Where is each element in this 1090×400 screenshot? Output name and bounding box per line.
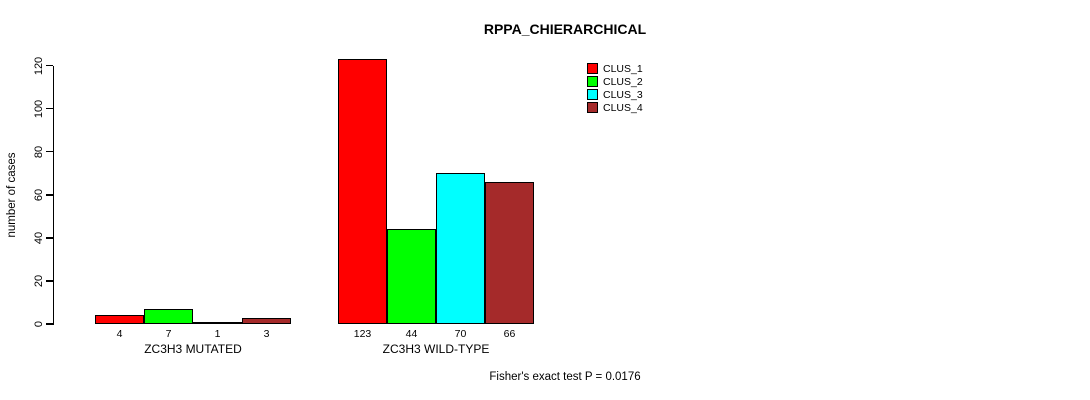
y-tick-label: 60 bbox=[33, 188, 45, 201]
y-tick bbox=[45, 323, 53, 325]
legend-swatch-icon bbox=[587, 76, 598, 87]
chart-title: RPPA_CHIERARCHICAL bbox=[483, 21, 647, 37]
y-axis-label: number of cases bbox=[6, 152, 18, 238]
bar-value-label: 1 bbox=[214, 328, 221, 340]
bar-value-label: 4 bbox=[116, 328, 123, 340]
y-tick bbox=[45, 107, 53, 110]
legend-item-clus_1: CLUS_1 bbox=[587, 62, 643, 75]
bar-clus_4[interactable] bbox=[242, 317, 291, 324]
legend-label: CLUS_2 bbox=[603, 75, 643, 88]
y-tick bbox=[45, 64, 53, 67]
y-tick bbox=[45, 150, 53, 153]
bar-value-label: 123 bbox=[353, 328, 372, 340]
legend-swatch-icon bbox=[587, 63, 598, 74]
y-tick-label: 0 bbox=[33, 320, 45, 328]
legend-label: CLUS_4 bbox=[603, 101, 643, 114]
legend-item-clus_4: CLUS_4 bbox=[587, 101, 643, 114]
bar-value-label: 44 bbox=[405, 328, 418, 340]
legend-label: CLUS_3 bbox=[603, 88, 643, 101]
bar-clus_4[interactable] bbox=[485, 181, 534, 324]
category-label: ZC3H3 MUTATED bbox=[144, 342, 242, 356]
bar-clus_1[interactable] bbox=[338, 59, 387, 324]
legend-item-clus_3: CLUS_3 bbox=[587, 88, 643, 101]
bar-clus_2[interactable] bbox=[387, 229, 436, 324]
bar-value-label: 66 bbox=[503, 328, 516, 340]
y-tick bbox=[45, 280, 53, 282]
bar-value-label: 70 bbox=[454, 328, 467, 340]
y-tick-label: 20 bbox=[33, 274, 45, 288]
legend-label: CLUS_1 bbox=[603, 62, 643, 75]
legend: CLUS_1 CLUS_2 CLUS_3 CLUS_4 bbox=[587, 62, 643, 114]
y-tick-label: 120 bbox=[33, 56, 45, 75]
bar-clus_1[interactable] bbox=[95, 315, 144, 324]
legend-item-clus_2: CLUS_2 bbox=[587, 75, 643, 88]
y-tick-label: 100 bbox=[33, 99, 45, 118]
category-label: ZC3H3 WILD-TYPE bbox=[382, 342, 490, 356]
annotation-text: Fisher's exact test P = 0.0176 bbox=[489, 371, 641, 383]
legend-swatch-icon bbox=[587, 102, 598, 113]
bar-value-label: 3 bbox=[263, 328, 270, 340]
y-axis-line bbox=[52, 65, 54, 325]
bar-value-label: 7 bbox=[165, 328, 172, 340]
y-tick bbox=[45, 237, 53, 239]
bar-clus_3[interactable] bbox=[193, 321, 242, 324]
y-tick-label: 40 bbox=[33, 231, 45, 244]
y-tick bbox=[45, 194, 53, 196]
legend-swatch-icon bbox=[587, 89, 598, 100]
y-tick-label: 80 bbox=[33, 145, 45, 158]
bar-clus_3[interactable] bbox=[436, 173, 485, 324]
bar-clus_2[interactable] bbox=[144, 308, 193, 324]
